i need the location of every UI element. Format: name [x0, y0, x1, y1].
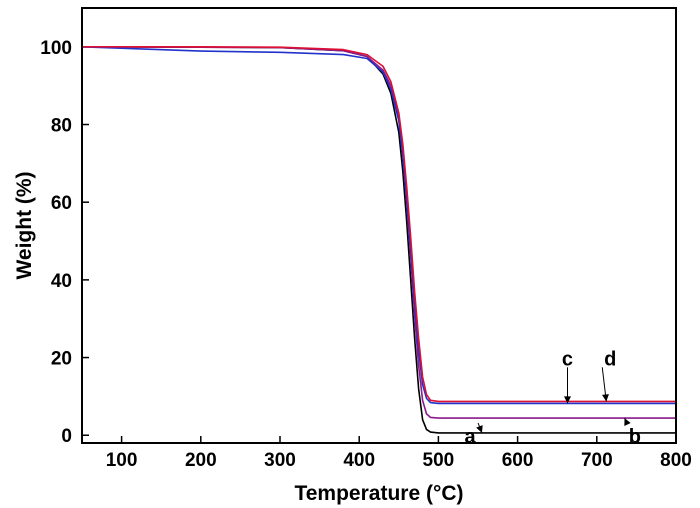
curve-label-c: c: [562, 348, 573, 370]
y-tick-label: 60: [51, 193, 72, 214]
x-axis-title: Temperature (°C): [294, 482, 463, 505]
y-axis-title: Weight (%): [13, 171, 36, 279]
y-tick-label: 40: [51, 271, 72, 292]
series-line-d: [82, 46, 676, 403]
annotation-arrowhead: [476, 425, 483, 433]
x-tick-label: 500: [423, 450, 455, 471]
series-line-a: [81, 46, 676, 434]
y-tick-label: 20: [51, 349, 72, 370]
x-tick-label: 800: [660, 450, 692, 471]
x-tick-label: 400: [343, 450, 375, 471]
y-tick-label: 100: [40, 38, 72, 59]
x-tick-label: 700: [581, 450, 613, 471]
axis-ticks: 100 200 300 400 500 600 700 800 0 20 40 60 80 100: [40, 38, 692, 471]
curve-label-a: a: [465, 426, 477, 448]
x-tick-label: 600: [502, 450, 534, 471]
series-line-b: [81, 46, 676, 419]
x-tick-label: 100: [106, 450, 138, 471]
x-tick-label: 300: [264, 450, 296, 471]
plot-frame: [81, 7, 677, 444]
annotation-arrowhead: [563, 396, 571, 404]
series-lines: [81, 46, 676, 434]
series-line-c: [81, 46, 676, 405]
x-tick-label: 200: [185, 450, 217, 471]
annotation-arrowhead: [624, 418, 631, 426]
annotation-arrowhead: [602, 394, 609, 402]
y-tick-label: 80: [51, 116, 72, 137]
curve-label-d: d: [604, 348, 616, 370]
y-tick-label: 0: [61, 426, 72, 447]
curve-label-b: b: [629, 426, 641, 448]
